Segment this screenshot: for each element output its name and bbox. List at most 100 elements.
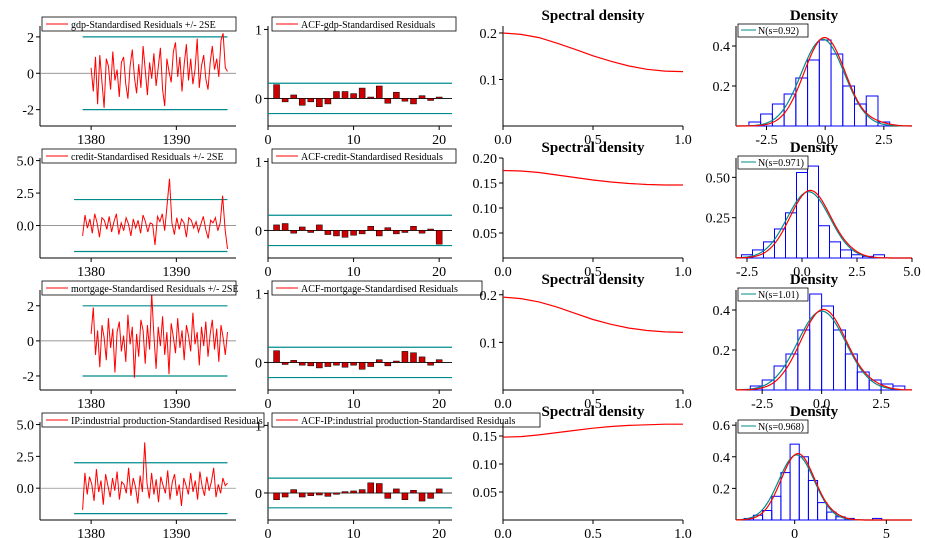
acf-bar xyxy=(384,227,392,231)
spectral-xtick-label: 0.5 xyxy=(584,133,602,148)
acf-bar xyxy=(418,230,426,234)
acf-bar xyxy=(384,98,392,104)
residual-legend-label: gdp-Standardised Residuals +/- 2SE xyxy=(71,20,216,31)
acf-bar xyxy=(435,96,443,99)
spectral-xtick-label: 0.0 xyxy=(494,527,512,538)
density-legend-box xyxy=(737,155,809,170)
residual-ytick-label: 2 xyxy=(27,300,34,315)
acf-bar xyxy=(350,490,357,494)
acf-xtick-label: 20 xyxy=(432,527,446,538)
acf-xtick-label: 10 xyxy=(347,397,361,412)
acf-bar xyxy=(273,492,280,500)
density-xtick-label: 2.5 xyxy=(848,265,866,280)
density-histogram-bar xyxy=(809,293,823,391)
acf-bar xyxy=(376,359,383,363)
spectral-ytick-label: 0.2 xyxy=(480,27,498,42)
acf-bar xyxy=(410,490,417,494)
residual-ytick-label: -2 xyxy=(22,370,34,385)
acf-bar xyxy=(358,87,366,99)
residual-ytick-label: 5.0 xyxy=(17,155,35,170)
acf-bar xyxy=(324,492,332,497)
spectral-density-line xyxy=(502,423,683,438)
acf-bar xyxy=(324,362,332,367)
acf-ytick-label: 0 xyxy=(255,224,262,239)
density-histogram-bar xyxy=(826,511,837,521)
acf-bar xyxy=(401,492,409,500)
acf-bar xyxy=(435,359,443,363)
density-xtick-label: 0 xyxy=(791,527,798,538)
residual-legend-box xyxy=(41,412,265,428)
acf-bar xyxy=(273,84,280,99)
spectral-ytick-label: 0.15 xyxy=(473,430,498,445)
acf-bar xyxy=(333,492,340,495)
residual-legend-box xyxy=(41,148,237,164)
density-xtick-label: 0.0 xyxy=(813,397,831,412)
density-panel-1: 0.50 0.25 -2.5 0.0 2.5 5.0 Density N(s=0.971) xyxy=(706,140,921,280)
spectral-xtick-label: 1.0 xyxy=(674,397,692,412)
density-ytick-label: 0.25 xyxy=(706,212,731,227)
acf-bar xyxy=(376,230,383,237)
acf-legend-label: ACF-gdp-Standardised Residuals xyxy=(301,20,435,31)
acf-bar xyxy=(367,96,374,99)
acf-xtick-label: 20 xyxy=(432,265,446,280)
acf-bar xyxy=(401,98,409,102)
acf-bar xyxy=(350,93,357,99)
acf-legend-label: ACF-credit-Standardised Residuals xyxy=(301,152,443,163)
spectral-ytick-label: 0.10 xyxy=(473,458,498,473)
spectral-ytick-label: 0.1 xyxy=(480,336,498,351)
density-kernel-curve xyxy=(736,189,912,259)
residual-panel-2: 2 0 -2 1380 1390 mortgage-Standardised Residu… xyxy=(22,280,239,412)
acf-bar xyxy=(410,98,417,105)
density-xtick-label: 2.5 xyxy=(872,397,890,412)
acf-bar xyxy=(281,98,289,103)
density-legend-label: N(s=0.92) xyxy=(758,26,799,37)
acf-bar xyxy=(290,94,297,99)
density-xtick-label: 5 xyxy=(883,527,890,538)
density-histogram-bar xyxy=(818,39,832,127)
density-ytick-label: 0.50 xyxy=(706,171,731,186)
acf-bar xyxy=(324,98,332,105)
acf-bar xyxy=(358,489,366,494)
acf-bar xyxy=(367,226,374,231)
spectral-xtick-label: 0.0 xyxy=(494,133,512,148)
residual-ytick-label: 0 xyxy=(27,67,34,82)
density-ytick-label: 0.2 xyxy=(713,344,731,359)
residual-ytick-label: 2.5 xyxy=(17,450,35,465)
acf-bar xyxy=(281,492,289,498)
acf-bar xyxy=(316,224,323,231)
residual-ytick-label: -2 xyxy=(22,104,34,119)
acf-bar xyxy=(341,91,349,99)
density-normal-curve xyxy=(735,454,912,521)
acf-bar xyxy=(367,362,374,367)
acf-bar xyxy=(418,356,426,363)
spectral-panel-0: 0.2 0.1 0.0 0.5 1.0 Spectral density xyxy=(480,8,692,148)
acf-bar xyxy=(418,492,426,502)
acf-bar xyxy=(393,230,400,235)
density-title: Density xyxy=(790,404,839,420)
density-panel-3: 0.6 0.4 0.2 0 5 Density N(s=0.968) xyxy=(713,404,912,538)
acf-ytick-label: 0 xyxy=(255,356,262,371)
acf-xtick-label: 10 xyxy=(347,527,361,538)
residual-ytick-label: 0.0 xyxy=(17,220,35,235)
residual-xtick-label: 1380 xyxy=(77,527,105,538)
density-legend-label: N(s=0.971) xyxy=(758,158,804,169)
acf-bar xyxy=(298,98,306,106)
residual-xtick-label: 1390 xyxy=(162,397,190,412)
density-ytick-label: 0.2 xyxy=(713,482,731,497)
density-legend-label: N(s=0.968) xyxy=(758,422,804,433)
residual-xtick-label: 1390 xyxy=(162,527,190,538)
acf-bar xyxy=(435,488,443,494)
density-xtick-label: 5.0 xyxy=(903,265,921,280)
density-histogram-bar xyxy=(829,241,841,259)
density-legend-box xyxy=(737,419,809,434)
density-xtick-label: 0.0 xyxy=(793,265,811,280)
acf-bar xyxy=(333,91,340,99)
acf-bar xyxy=(358,362,366,370)
density-panel-2: 0.4 0.2 -2.5 0.0 2.5 Density N(s=1.01) xyxy=(713,272,912,412)
acf-bar xyxy=(290,230,297,234)
residual-ytick-label: 2 xyxy=(27,31,34,46)
residual-ytick-label: 0 xyxy=(27,335,34,350)
density-normal-curve xyxy=(735,191,912,259)
spectral-ytick-label: 0.05 xyxy=(473,227,498,242)
density-title: Density xyxy=(790,272,839,288)
